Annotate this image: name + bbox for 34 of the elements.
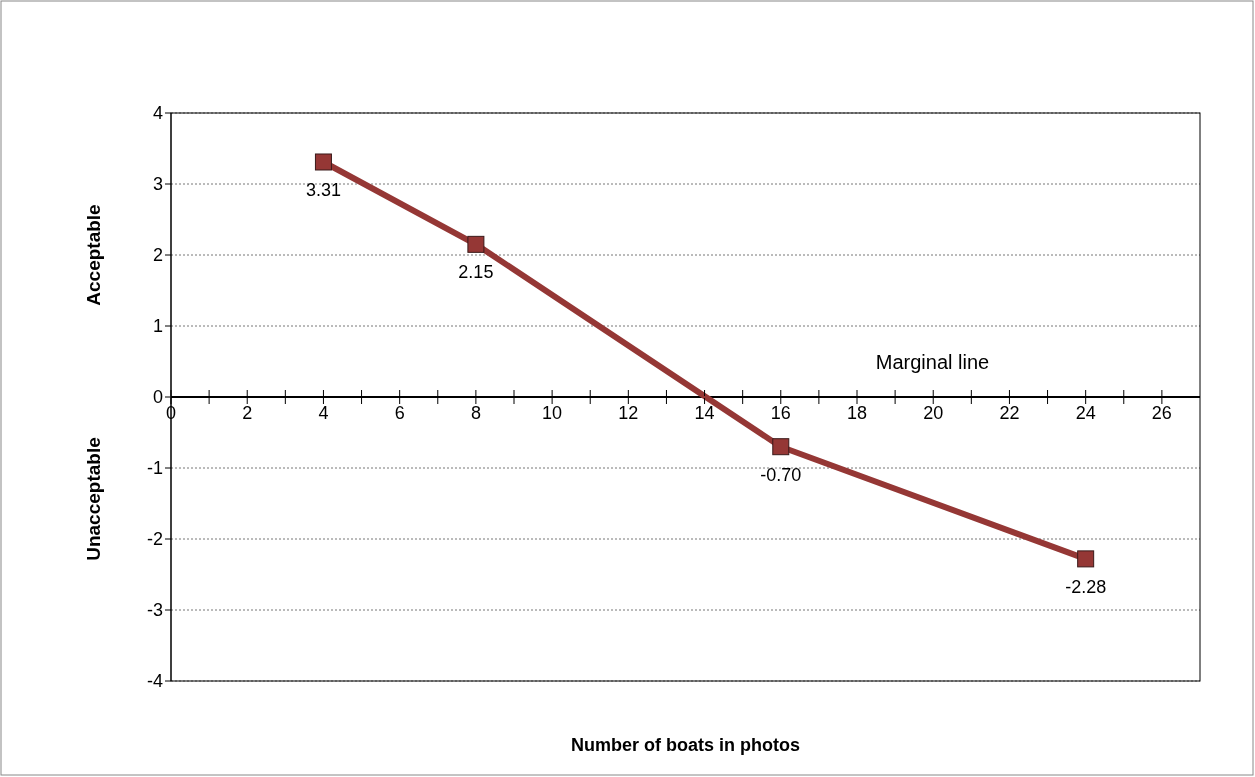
y-tick-label: -3 xyxy=(146,600,163,621)
data-label: 3.31 xyxy=(305,179,341,200)
x-tick-label: 24 xyxy=(1075,403,1096,423)
data-label: -2.28 xyxy=(1065,576,1107,597)
x-axis-title: Number of boats in photos xyxy=(571,735,800,755)
y-tick-label: 1 xyxy=(152,316,163,337)
y-tick-label: 0 xyxy=(152,387,163,408)
x-tick-label: 6 xyxy=(394,403,405,423)
y-tick-label: 4 xyxy=(152,103,163,124)
annotation: Marginal line xyxy=(875,351,990,373)
x-tick-label: 22 xyxy=(999,403,1020,423)
x-tick-label: 2 xyxy=(242,403,253,423)
y-tick-label: -4 xyxy=(146,671,163,692)
point xyxy=(1077,550,1095,568)
x-tick-label: 26 xyxy=(1151,403,1172,423)
x-tick-label: 4 xyxy=(318,403,329,423)
point xyxy=(772,438,790,456)
y-tick-label: 3 xyxy=(152,174,163,195)
y-tick-label: -1 xyxy=(146,458,163,479)
x-tick-label: 16 xyxy=(770,403,791,423)
x-tick-label: 20 xyxy=(923,403,944,423)
y-tick-label: 2 xyxy=(152,245,163,266)
text: Unacceptable xyxy=(83,437,104,561)
x-tick-label: 8 xyxy=(470,403,481,423)
data-label: 2.15 xyxy=(458,262,494,283)
point xyxy=(314,153,332,171)
x-tick-label: 12 xyxy=(618,403,639,423)
y-axis-title: Acceptable xyxy=(83,204,104,306)
x-tick-label: 10 xyxy=(542,403,563,423)
data-label: -0.70 xyxy=(760,464,802,485)
point xyxy=(467,235,485,253)
y-tick-label: -2 xyxy=(146,529,163,550)
x-tick-label: 18 xyxy=(846,403,868,423)
x-tick-label: 14 xyxy=(694,403,715,423)
